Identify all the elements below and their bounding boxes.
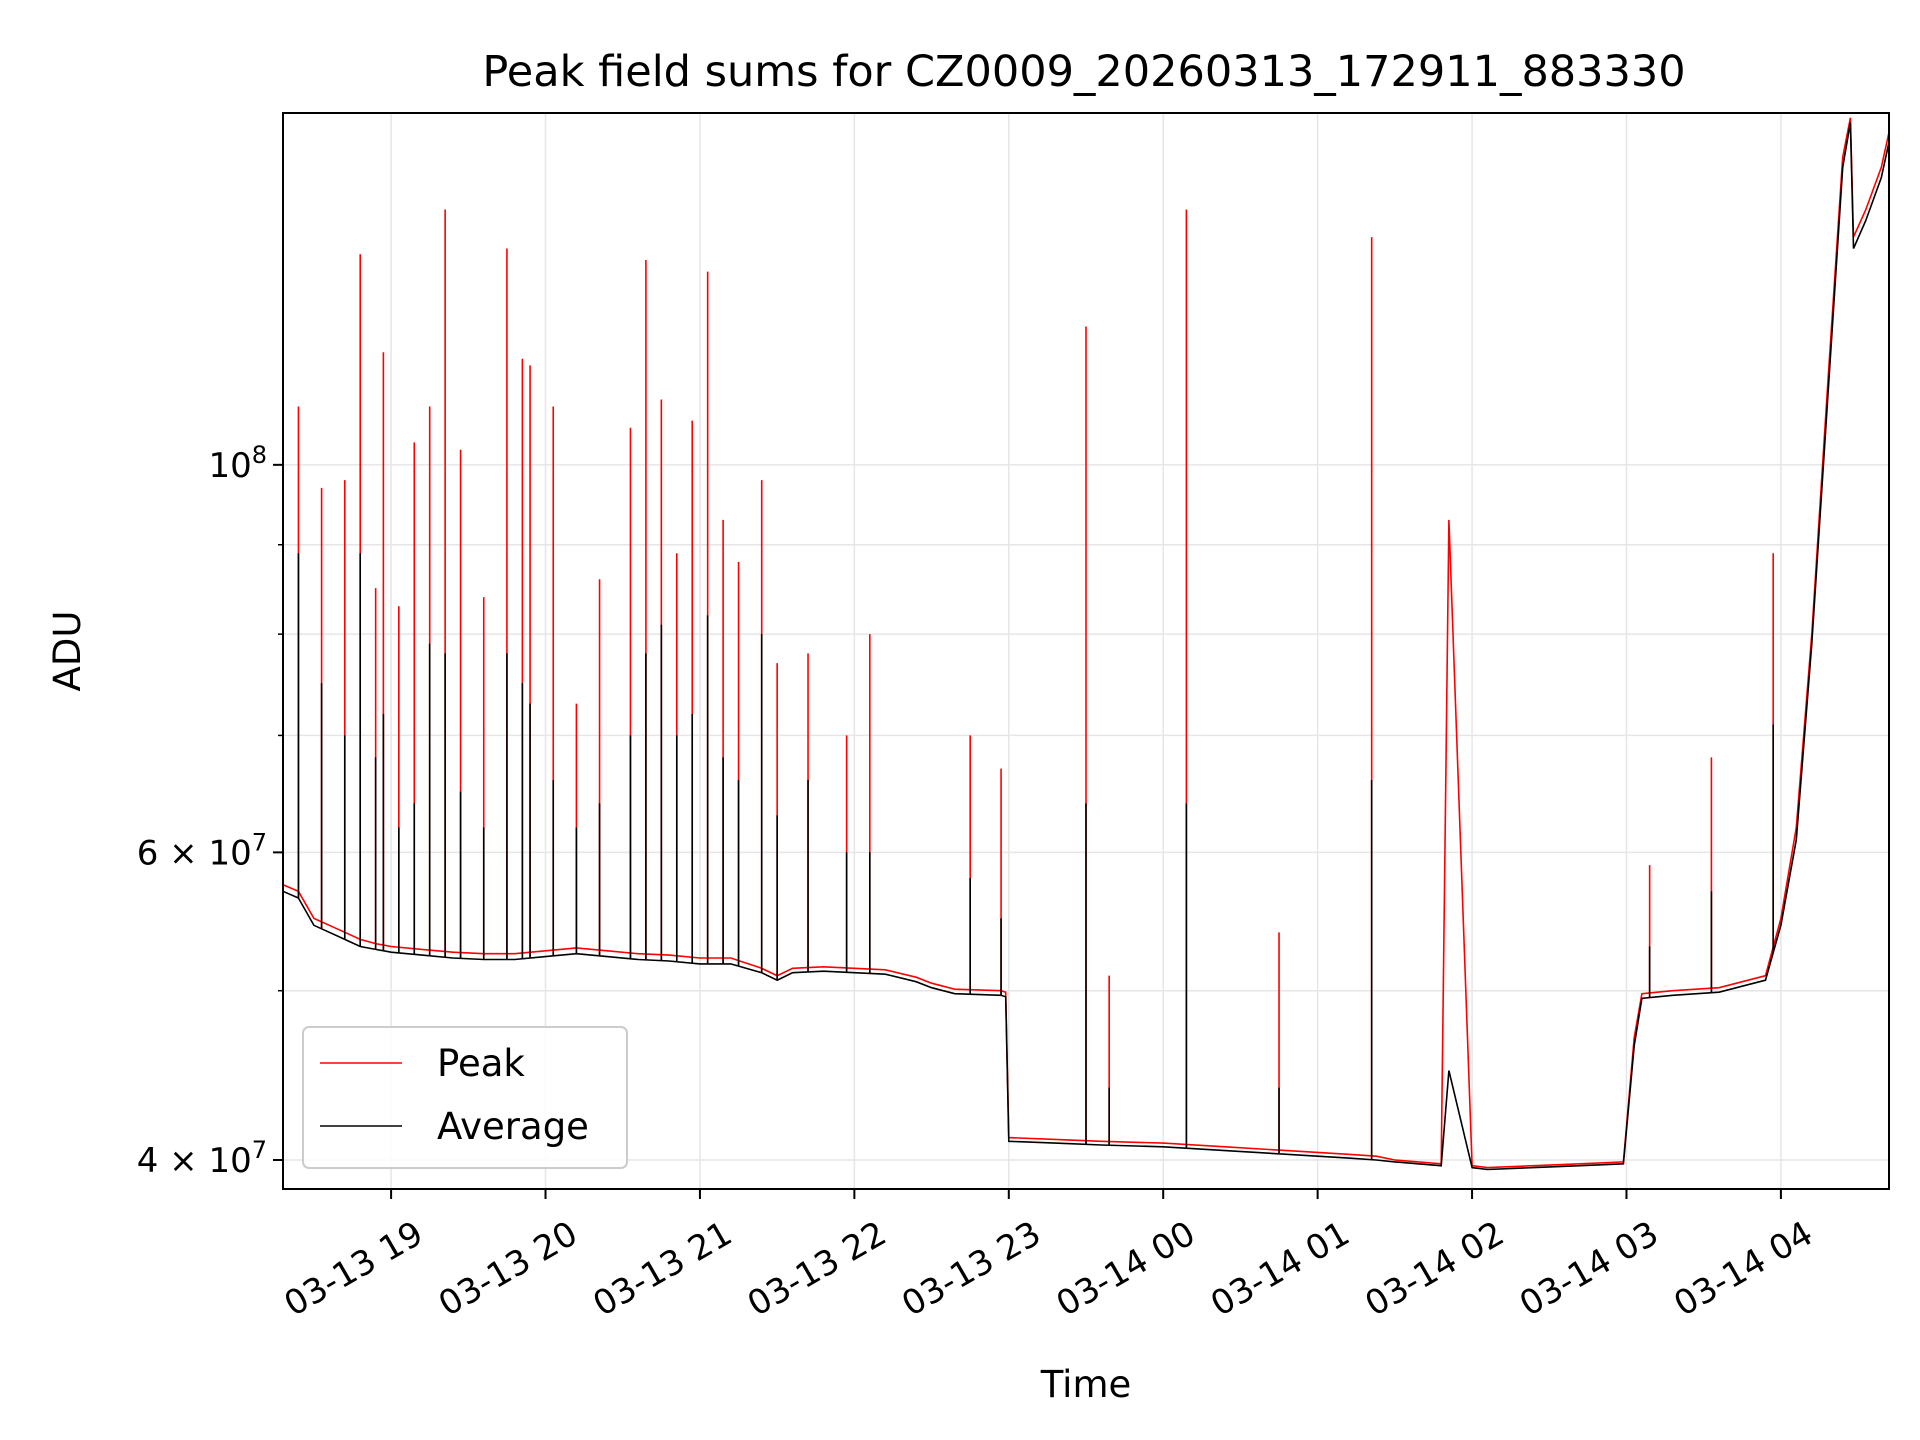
series-line-average (283, 122, 1889, 1171)
x-axis-label: Time (1040, 1363, 1132, 1406)
y-axis: 4 × 107 6 × 107 108 (137, 441, 283, 1181)
series-layer (283, 117, 1889, 1171)
y-tick-label: 4 × 107 (137, 1136, 267, 1181)
legend: Peak Average (302, 1026, 628, 1169)
y-tick-label: 108 (208, 441, 267, 486)
y-tick-label: 6 × 107 (137, 828, 267, 873)
legend-label-average: Average (437, 1105, 589, 1148)
chart-title: Peak field sums for CZ0009_20260313_1729… (482, 47, 1685, 97)
plot-area (283, 117, 1889, 1171)
y-axis-label: ADU (46, 611, 89, 692)
axes-frame (282, 112, 1890, 1190)
legend-label-peak: Peak (437, 1042, 525, 1085)
